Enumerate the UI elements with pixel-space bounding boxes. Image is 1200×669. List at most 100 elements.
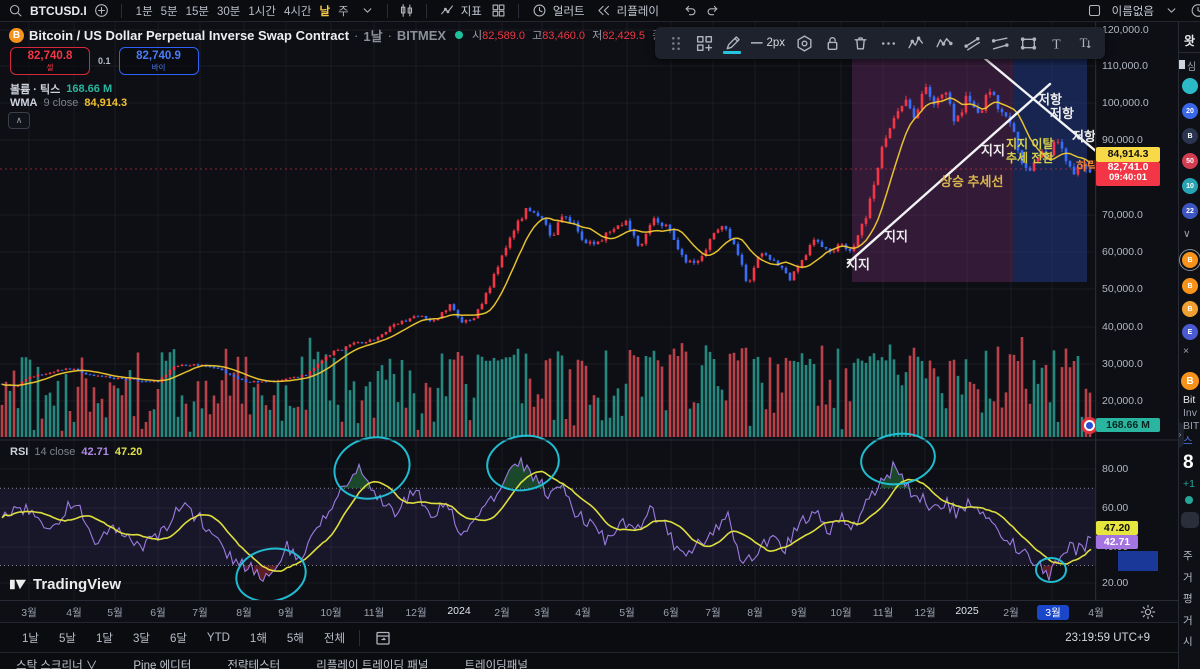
elliott-wave-icon[interactable] bbox=[903, 30, 929, 56]
layout-square-icon[interactable] bbox=[1086, 2, 1104, 20]
watchlist-item-4[interactable]: 10 bbox=[1182, 178, 1198, 194]
chart-exchange[interactable]: BITMEX bbox=[396, 27, 447, 43]
watchlist-item-10[interactable]: E bbox=[1182, 324, 1198, 340]
watchlist-item-5[interactable]: 22 bbox=[1182, 203, 1198, 219]
replay-button[interactable]: 리플레이 bbox=[593, 2, 661, 20]
watchlist-item-6[interactable]: ∨ bbox=[1183, 228, 1191, 240]
watchlist-item-8[interactable]: B bbox=[1182, 278, 1198, 294]
statusbar-item-1[interactable]: Pine 에디터 bbox=[133, 660, 192, 669]
watchlist-item-3[interactable]: 50 bbox=[1182, 153, 1198, 169]
watchlist-item-13[interactable]: Bit bbox=[1183, 394, 1196, 406]
sidebar-collapse-handle[interactable]: › bbox=[1179, 422, 1184, 448]
watchlist-item-7[interactable]: B bbox=[1182, 252, 1198, 268]
timeframe-15분[interactable]: 15분 bbox=[185, 5, 210, 18]
watchlist-item-2[interactable]: B bbox=[1182, 128, 1198, 144]
watchlist-item-22[interactable]: 거 bbox=[1183, 572, 1193, 584]
range-YTD[interactable]: YTD bbox=[206, 631, 230, 644]
statusbar-item-0[interactable]: 스탁 스크리너 ∨ bbox=[16, 660, 98, 669]
range-1달[interactable]: 1달 bbox=[95, 632, 113, 645]
time-axis-label: 2024 bbox=[447, 605, 471, 617]
chart-title[interactable]: Bitcoin / US Dollar Perpetual Inverse Sw… bbox=[29, 27, 350, 43]
add-symbol-icon[interactable] bbox=[93, 2, 111, 20]
abc-pattern-icon[interactable] bbox=[931, 30, 957, 56]
watchlist-item-0[interactable] bbox=[1182, 78, 1198, 94]
range-1해[interactable]: 1해 bbox=[249, 632, 267, 645]
watchlist-item-17[interactable]: 8 bbox=[1183, 452, 1194, 473]
watchlist-item-23[interactable]: 평 bbox=[1183, 593, 1193, 605]
trash-icon[interactable] bbox=[847, 30, 873, 56]
timeframe-1분[interactable]: 1분 bbox=[135, 5, 153, 18]
watchlist-item-14[interactable]: Inv bbox=[1183, 407, 1198, 419]
watchlist-item-24[interactable]: 거 bbox=[1183, 615, 1193, 627]
drag-handle-icon[interactable] bbox=[663, 30, 689, 56]
text-icon[interactable]: T bbox=[1043, 30, 1069, 56]
watchlist-item-16[interactable]: 스 bbox=[1183, 435, 1193, 447]
anchored-text-icon[interactable]: T bbox=[1071, 30, 1097, 56]
timeframe-주[interactable]: 주 bbox=[338, 5, 349, 18]
axis-settings-gear-icon[interactable] bbox=[1140, 604, 1156, 620]
watchlist-item-20[interactable] bbox=[1181, 512, 1199, 528]
watchlist-item-11[interactable]: × bbox=[1183, 345, 1190, 357]
grid-layout-icon[interactable] bbox=[490, 2, 508, 20]
rectangle-icon[interactable] bbox=[1015, 30, 1041, 56]
range-5날[interactable]: 5날 bbox=[58, 632, 76, 645]
watchlist-item-21[interactable]: 주 bbox=[1183, 550, 1193, 562]
collapse-legend-button[interactable]: ∧ bbox=[8, 112, 30, 129]
time-axis-label: 9월 bbox=[278, 607, 294, 619]
price-axis[interactable] bbox=[1095, 22, 1179, 600]
alert-button[interactable]: 얼러트 bbox=[529, 2, 587, 20]
watchlist-item-18[interactable]: +1 bbox=[1183, 478, 1195, 490]
indicators-button[interactable]: 지표 bbox=[437, 2, 484, 20]
goto-date-icon[interactable] bbox=[364, 629, 402, 647]
rsi-legend[interactable]: RSI 14 close 42.71 47.20 bbox=[10, 446, 143, 458]
layout-name-button[interactable]: 이름없음 bbox=[1110, 3, 1156, 19]
time-axis-label: 8월 bbox=[236, 607, 252, 619]
search-icon[interactable] bbox=[6, 2, 24, 20]
range-1날[interactable]: 1날 bbox=[22, 632, 39, 645]
session-clock[interactable]: 23:19:59 UTC+9 bbox=[1065, 631, 1150, 644]
wma-legend[interactable]: WMA 9 close 84,914.3 bbox=[10, 97, 128, 109]
publish-clock-icon[interactable] bbox=[1186, 2, 1200, 20]
time-axis[interactable]: 3월 4월 5월 6월 7월 8월 9월 10월 11월 12월 2024 2월 3월 4월 5월 6월 7월 8… bbox=[0, 600, 1178, 623]
statusbar-item-3[interactable]: 리플레이 트레이딩 패널 bbox=[316, 660, 429, 669]
sell-button[interactable]: 82,740.8 셀 bbox=[10, 47, 90, 75]
parallel-channel-icon[interactable] bbox=[959, 30, 985, 56]
settings-icon[interactable] bbox=[791, 30, 817, 56]
watchlist-item-1[interactable]: 20 bbox=[1182, 103, 1198, 119]
timeframe-1시간[interactable]: 1시간 bbox=[248, 5, 276, 18]
undo-icon[interactable] bbox=[681, 2, 699, 20]
timeframe-날[interactable]: 날 bbox=[319, 5, 331, 18]
buy-button[interactable]: 82,740.9 바이 bbox=[118, 47, 199, 75]
pencil-icon[interactable] bbox=[719, 30, 745, 56]
lock-icon[interactable] bbox=[819, 30, 845, 56]
range-전체[interactable]: 전체 bbox=[323, 632, 346, 645]
watchlist-item-9[interactable]: B bbox=[1182, 301, 1198, 317]
chevron-down-icon[interactable] bbox=[1162, 2, 1180, 20]
chevron-down-icon[interactable] bbox=[359, 2, 377, 20]
volume-legend[interactable]: 볼륨 · 틱스 168.66 M bbox=[10, 83, 113, 96]
range-6달[interactable]: 6달 bbox=[169, 632, 187, 645]
redo-icon[interactable] bbox=[705, 2, 723, 20]
watchlist-item-19[interactable] bbox=[1185, 496, 1193, 504]
watchlist-header[interactable]: 왓 bbox=[1184, 34, 1196, 48]
templates-icon[interactable] bbox=[691, 30, 717, 56]
line-width-icon[interactable]: —2px bbox=[751, 37, 786, 49]
disjoint-channel-icon[interactable] bbox=[987, 30, 1013, 56]
range-3달[interactable]: 3달 bbox=[132, 632, 150, 645]
watchlist-item-12[interactable]: B bbox=[1181, 372, 1199, 390]
more-icon[interactable] bbox=[875, 30, 901, 56]
timeframe-4시간[interactable]: 4시간 bbox=[283, 5, 312, 18]
statusbar-item-2[interactable]: 전략테스터 bbox=[227, 660, 281, 669]
range-5해[interactable]: 5해 bbox=[286, 632, 304, 645]
watchlist-sidebar[interactable]: 왓 심 › 20 B 50 10 22 ∨ B B B E × B Bit Inv BIT 스 8 +1 주 거 평 거 시 bbox=[1178, 22, 1200, 669]
timeframe-30분[interactable]: 30분 bbox=[217, 5, 241, 18]
time-axis-label: 6월 bbox=[150, 607, 166, 619]
statusbar-item-4[interactable]: 트레이딩패널 bbox=[464, 660, 528, 669]
watchlist-item-15[interactable]: BIT bbox=[1183, 420, 1200, 432]
watchlist-item-25[interactable]: 시 bbox=[1183, 636, 1193, 648]
candle-style-icon[interactable] bbox=[398, 2, 416, 20]
symbol-button[interactable]: BTCUSD.I bbox=[30, 3, 87, 18]
timeframe-5분[interactable]: 5분 bbox=[160, 5, 178, 18]
chart-interval[interactable]: 1날 bbox=[363, 28, 383, 44]
